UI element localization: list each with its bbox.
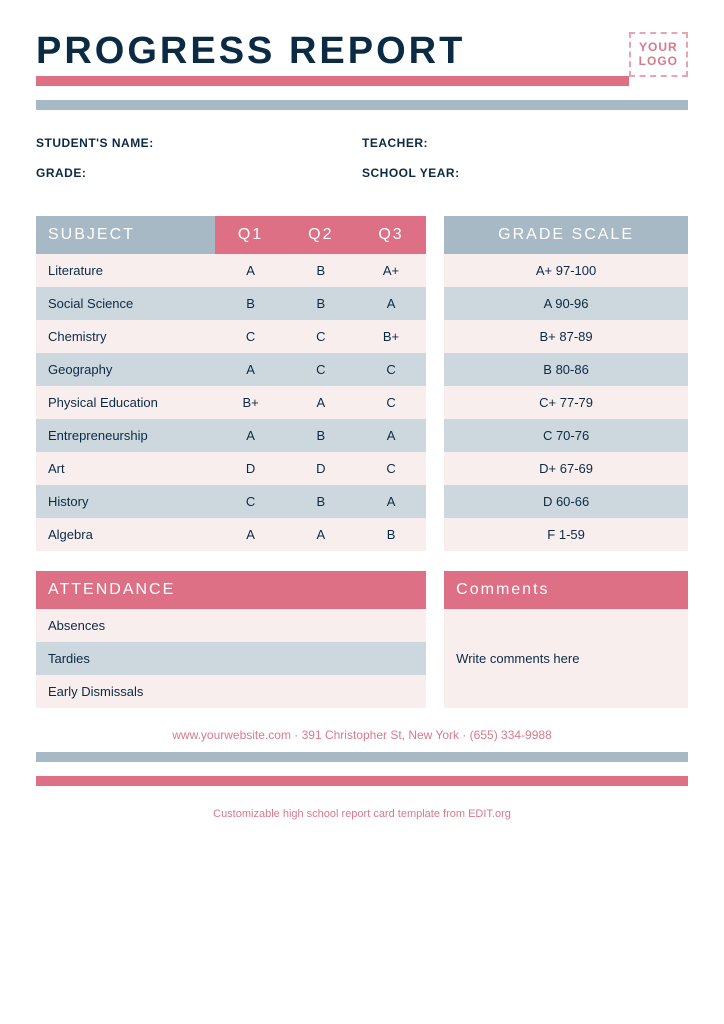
info-section: STUDENT'S NAME: GRADE: TEACHER: SCHOOL Y…: [36, 136, 688, 196]
table-row: EntrepreneurshipABA: [36, 419, 426, 452]
table-row: B+ 87-89: [444, 320, 688, 353]
table-row: LiteratureABA+: [36, 254, 426, 287]
scale-cell: D+ 67-69: [444, 452, 688, 485]
accent-bar-blue-bottom: [36, 752, 688, 762]
subject-header-2: Q2: [286, 216, 356, 254]
grade-cell: C: [215, 485, 285, 518]
subject-name: Social Science: [36, 287, 215, 320]
subject-name: Geography: [36, 353, 215, 386]
subject-header-3: Q3: [356, 216, 426, 254]
grade-cell: A: [356, 287, 426, 320]
school-year-label: SCHOOL YEAR:: [362, 166, 688, 180]
logo-placeholder: YOUR LOGO: [629, 32, 688, 77]
bottom-row: ATTENDANCE AbsencesTardiesEarly Dismissa…: [36, 571, 688, 708]
tables-row: SUBJECTQ1Q2Q3 LiteratureABA+Social Scien…: [36, 216, 688, 551]
subject-name: Literature: [36, 254, 215, 287]
table-row: AlgebraAAB: [36, 518, 426, 551]
subject-header-0: SUBJECT: [36, 216, 215, 254]
scale-cell: B+ 87-89: [444, 320, 688, 353]
scale-cell: B 80-86: [444, 353, 688, 386]
attendance-table: ATTENDANCE AbsencesTardiesEarly Dismissa…: [36, 571, 426, 708]
attendance-cell: Tardies: [36, 642, 426, 675]
table-row: D+ 67-69: [444, 452, 688, 485]
page-title: PROGRESS REPORT: [36, 32, 629, 70]
grade-cell: B: [286, 254, 356, 287]
table-row: B 80-86: [444, 353, 688, 386]
grade-cell: B: [215, 287, 285, 320]
scale-header: GRADE SCALE: [444, 216, 688, 254]
logo-line2: LOGO: [639, 54, 678, 68]
grade-cell: C: [286, 353, 356, 386]
table-row: ChemistryCCB+: [36, 320, 426, 353]
table-row: Physical EducationB+AC: [36, 386, 426, 419]
table-row: F 1-59: [444, 518, 688, 551]
student-name-label: STUDENT'S NAME:: [36, 136, 362, 150]
subject-name: Chemistry: [36, 320, 215, 353]
scale-cell: A 90-96: [444, 287, 688, 320]
accent-bar-pink: [36, 76, 629, 86]
header: PROGRESS REPORT YOUR LOGO: [36, 32, 688, 86]
comments-table: Comments Write comments here: [444, 571, 688, 708]
table-row: C 70-76: [444, 419, 688, 452]
scale-cell: C 70-76: [444, 419, 688, 452]
grade-cell: B: [286, 287, 356, 320]
caption-text: Customizable high school report card tem…: [36, 808, 688, 820]
footer-text: www.yourwebsite.com · 391 Christopher St…: [36, 728, 688, 742]
table-row: HistoryCBA: [36, 485, 426, 518]
grade-cell: A: [215, 353, 285, 386]
subject-name: Art: [36, 452, 215, 485]
logo-line1: YOUR: [639, 40, 678, 54]
grade-cell: B: [286, 419, 356, 452]
accent-bar-blue: [36, 100, 688, 110]
grade-cell: A: [215, 254, 285, 287]
grade-cell: B: [286, 485, 356, 518]
table-row: Early Dismissals: [36, 675, 426, 708]
teacher-label: TEACHER:: [362, 136, 688, 150]
subject-name: History: [36, 485, 215, 518]
grade-cell: B+: [215, 386, 285, 419]
grade-cell: D: [286, 452, 356, 485]
scale-cell: F 1-59: [444, 518, 688, 551]
attendance-cell: Absences: [36, 609, 426, 642]
subject-name: Entrepreneurship: [36, 419, 215, 452]
subject-name: Physical Education: [36, 386, 215, 419]
grade-cell: A+: [356, 254, 426, 287]
table-row: GeographyACC: [36, 353, 426, 386]
subject-name: Algebra: [36, 518, 215, 551]
scale-cell: C+ 77-79: [444, 386, 688, 419]
comments-header: Comments: [444, 571, 688, 609]
grade-cell: C: [215, 320, 285, 353]
subject-header-1: Q1: [215, 216, 285, 254]
grade-cell: A: [286, 518, 356, 551]
grade-scale-table: GRADE SCALE A+ 97-100A 90-96B+ 87-89B 80…: [444, 216, 688, 551]
table-row: Absences: [36, 609, 426, 642]
table-row: Social ScienceBBA: [36, 287, 426, 320]
grade-cell: A: [215, 518, 285, 551]
accent-bar-pink-bottom: [36, 776, 688, 786]
grade-cell: C: [356, 386, 426, 419]
table-row: A 90-96: [444, 287, 688, 320]
grade-cell: C: [356, 452, 426, 485]
grade-cell: A: [286, 386, 356, 419]
table-row: A+ 97-100: [444, 254, 688, 287]
grade-cell: B+: [356, 320, 426, 353]
table-row: D 60-66: [444, 485, 688, 518]
grade-cell: A: [356, 419, 426, 452]
table-row: ArtDDC: [36, 452, 426, 485]
table-row: C+ 77-79: [444, 386, 688, 419]
grade-cell: A: [356, 485, 426, 518]
table-row: Tardies: [36, 642, 426, 675]
grade-cell: B: [356, 518, 426, 551]
grade-cell: D: [215, 452, 285, 485]
subjects-table: SUBJECTQ1Q2Q3 LiteratureABA+Social Scien…: [36, 216, 426, 551]
scale-cell: D 60-66: [444, 485, 688, 518]
grade-label: GRADE:: [36, 166, 362, 180]
grade-cell: A: [215, 419, 285, 452]
grade-cell: C: [286, 320, 356, 353]
attendance-header: ATTENDANCE: [36, 571, 426, 609]
attendance-cell: Early Dismissals: [36, 675, 426, 708]
grade-cell: C: [356, 353, 426, 386]
scale-cell: A+ 97-100: [444, 254, 688, 287]
comments-body[interactable]: Write comments here: [444, 609, 688, 708]
